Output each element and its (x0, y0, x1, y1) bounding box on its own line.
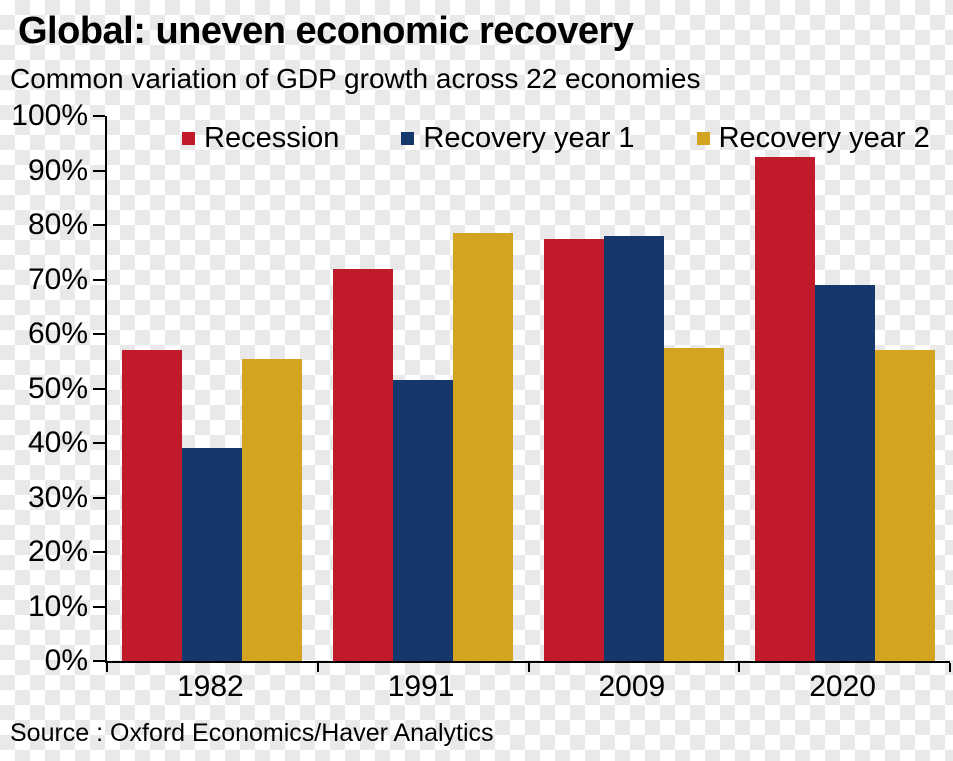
bar-recovery-year-1-1982 (182, 448, 243, 661)
bar-recession-2020 (754, 156, 815, 661)
x-axis-label-1991: 1991 (387, 670, 455, 703)
chart-title: Global: uneven economic recovery (18, 10, 634, 52)
y-axis-label: 50% (27, 371, 88, 405)
x-axis-label-2020: 2020 (809, 670, 876, 703)
legend-label-recovery-year-1: Recovery year 1 (423, 122, 635, 154)
bar-recession-1991 (333, 268, 394, 661)
x-axis-labels: 1982 1991 2009 2020 (105, 672, 948, 706)
y-axis-label: 80% (27, 208, 88, 241)
y-axis-tick (93, 660, 105, 662)
y-axis-label: 90% (27, 153, 88, 187)
x-axis-tick (949, 663, 951, 672)
y-axis-tick (93, 115, 105, 117)
legend-marker-recovery-year-2-icon (696, 132, 710, 145)
bar-recovery-year-2-1982 (242, 358, 303, 661)
legend: Recession Recovery year 1 Recovery year … (182, 124, 930, 153)
x-axis-label-1982: 1982 (177, 670, 244, 703)
y-axis-tick (93, 387, 105, 390)
x-axis-tick (106, 663, 108, 672)
legend-label-recession: Recession (204, 122, 340, 154)
chart-subtitle: Common variation of GDP growth across 22… (10, 63, 701, 94)
bar-recession-2009 (543, 238, 604, 661)
y-axis-tick (93, 169, 105, 172)
legend-marker-recovery-year-1-icon (401, 132, 415, 145)
source-note: Source : Oxford Economics/Haver Analytic… (10, 719, 494, 747)
bar-recovery-year-2-2020 (874, 350, 935, 661)
legend-entry-recovery-year-1: Recovery year 1 (401, 122, 635, 154)
y-axis-tick (93, 442, 105, 444)
bar-recovery-year-1-2020 (814, 284, 875, 661)
bar-recovery-year-2-2009 (663, 347, 724, 661)
bar-recovery-year-2-1991 (453, 233, 514, 661)
legend-label-recovery-year-2: Recovery year 2 (718, 122, 930, 154)
y-axis-tick (93, 333, 105, 335)
legend-marker-recession-icon (182, 132, 195, 145)
x-axis-tick (738, 663, 741, 672)
y-axis-tick (93, 605, 105, 608)
bar-recession-1982 (122, 350, 183, 661)
x-axis-tick (316, 663, 319, 672)
y-axis-label: 60% (27, 317, 88, 350)
bar-recovery-year-1-1991 (393, 380, 454, 661)
y-axis-tick (93, 224, 105, 226)
y-axis-label: 20% (27, 535, 88, 568)
bar-recovery-year-1-2009 (603, 235, 664, 661)
y-axis-tick (93, 551, 105, 553)
y-axis-tick (93, 278, 105, 281)
x-axis-label-2009: 2009 (598, 670, 666, 703)
y-axis-label: 70% (27, 262, 88, 296)
y-axis-labels: 0% 10% 20% 30% 40% 50% 60% 70% 80% 90% 100% (0, 101, 88, 676)
y-axis-tick (93, 496, 105, 499)
y-axis-label: 0% (44, 644, 88, 677)
legend-entry-recovery-year-2: Recovery year 2 (696, 122, 930, 154)
y-axis-label: 100% (11, 99, 88, 132)
legend-entry-recession: Recession (182, 124, 339, 153)
x-axis-tick (527, 663, 530, 672)
y-axis-label: 10% (27, 589, 88, 623)
y-axis-label: 30% (27, 480, 88, 514)
y-axis-label: 40% (27, 426, 88, 459)
plot-area: Recession Recovery year 1 Recovery year … (93, 115, 951, 672)
